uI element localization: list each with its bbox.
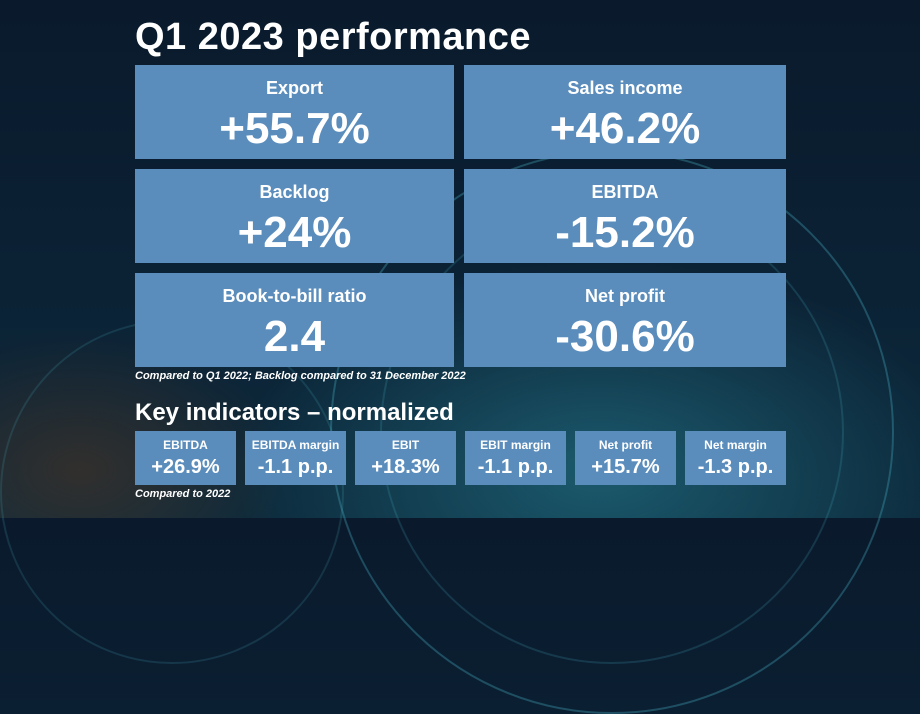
indicator-card-net-profit: Net profit +15.7% xyxy=(575,431,676,485)
metric-card-net-profit: Net profit -30.6% xyxy=(464,273,786,367)
metric-value: -15.2% xyxy=(555,208,695,257)
indicator-value: +18.3% xyxy=(371,456,440,478)
key-indicators-footnote: Compared to 2022 xyxy=(135,488,231,500)
metric-label: Sales income xyxy=(567,78,683,98)
indicator-label: EBIT xyxy=(391,438,420,452)
metric-value: +55.7% xyxy=(219,104,370,153)
metric-label: Export xyxy=(265,78,323,98)
page-title: Q1 2023 performance xyxy=(135,16,532,58)
metric-label: Book-to-bill ratio xyxy=(222,286,367,306)
indicator-value: -1.1 p.p. xyxy=(477,456,554,478)
indicator-value: -1.3 p.p. xyxy=(697,456,774,478)
metric-value: +46.2% xyxy=(549,104,701,153)
indicator-label: EBITDA xyxy=(163,438,208,452)
metric-card-sales-income: Sales income +46.2% xyxy=(464,65,786,159)
indicator-card-ebit-margin: EBIT margin -1.1 p.p. xyxy=(465,431,566,485)
indicator-card-ebit: EBIT +18.3% xyxy=(355,431,456,485)
indicator-card-ebitda: EBITDA +26.9% xyxy=(135,431,236,485)
metric-card-ebitda: EBITDA -15.2% xyxy=(464,169,786,263)
indicator-value: -1.1 p.p. xyxy=(257,456,334,478)
indicator-value: +15.7% xyxy=(591,456,660,478)
indicator-label: Net profit xyxy=(598,438,653,452)
metric-card-backlog: Backlog +24% xyxy=(135,169,454,263)
metric-value: +24% xyxy=(237,208,352,257)
metric-card-book-to-bill: Book-to-bill ratio 2.4 xyxy=(135,273,454,367)
metric-label: EBITDA xyxy=(591,182,659,202)
indicator-card-ebitda-margin: EBITDA margin -1.1 p.p. xyxy=(245,431,346,485)
metric-label: Backlog xyxy=(259,182,330,202)
indicator-value: +26.9% xyxy=(151,456,220,478)
metrics-footnote: Compared to Q1 2022; Backlog compared to… xyxy=(135,370,466,382)
indicator-card-net-margin: Net margin -1.3 p.p. xyxy=(685,431,786,485)
metric-label: Net profit xyxy=(585,286,665,306)
indicator-label: EBIT margin xyxy=(480,438,551,452)
indicator-label: EBITDA margin xyxy=(251,438,340,452)
metric-value: 2.4 xyxy=(263,312,326,361)
key-indicators-title: Key indicators – normalized xyxy=(135,399,454,426)
metric-card-export: Export +55.7% xyxy=(135,65,454,159)
metric-value: -30.6% xyxy=(555,312,695,361)
indicator-label: Net margin xyxy=(704,438,767,452)
